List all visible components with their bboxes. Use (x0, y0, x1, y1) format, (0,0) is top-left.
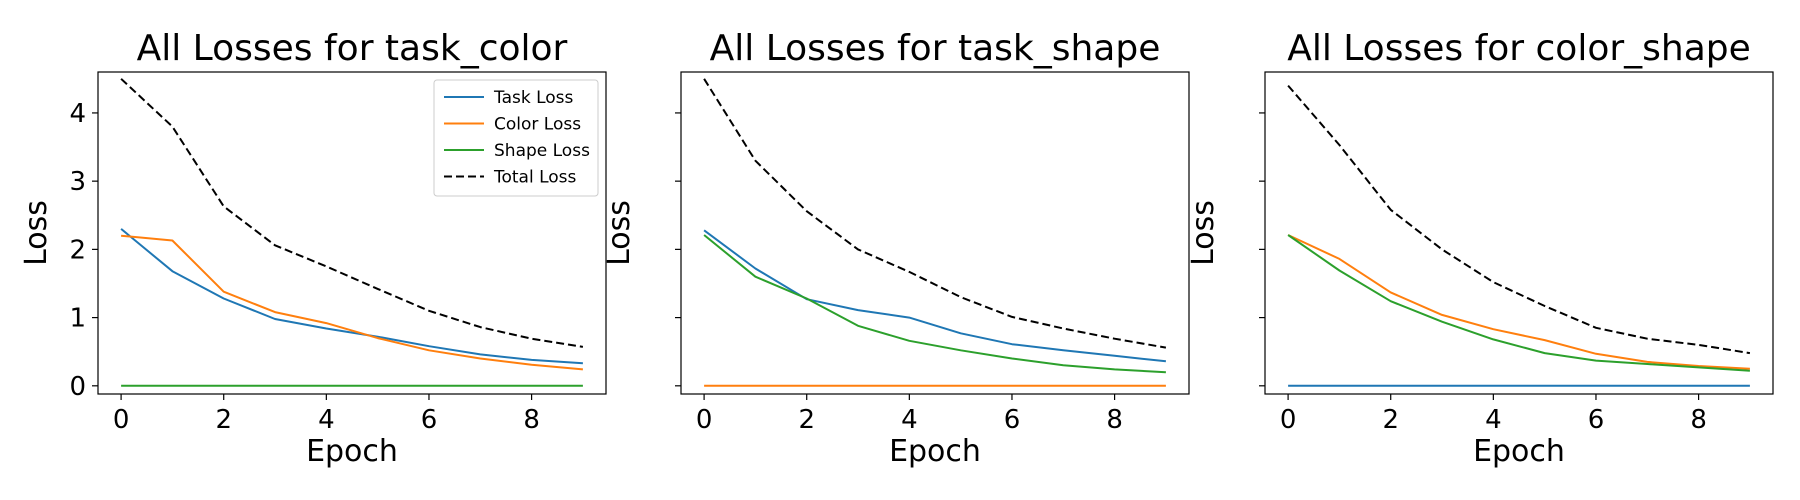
y-tick-label: 2 (69, 235, 86, 265)
x-tick-label: 2 (215, 405, 232, 435)
x-tick-label: 4 (318, 405, 335, 435)
legend: Task Loss Color Loss Shape Loss Total Loss (433, 79, 599, 197)
x-axis-label: Epoch (1473, 434, 1565, 469)
x-tick-label: 8 (1690, 405, 1707, 435)
legend-label: Total Loss (493, 168, 577, 188)
series-line-total-loss (120, 78, 584, 348)
x-tick-label: 6 (421, 405, 438, 435)
series-line-shape-loss (1287, 234, 1750, 372)
series-line-color-loss (1287, 234, 1750, 370)
y-tick-label: 0 (69, 372, 86, 402)
x-tick-label: 0 (113, 405, 130, 435)
x-axis-label: Epoch (306, 434, 398, 469)
plot-frame (680, 71, 1190, 395)
x-tick-label: 8 (1106, 405, 1123, 435)
x-tick-label: 6 (1004, 405, 1021, 435)
chart-panel-3: 0 2 4 6 8 All Losses for color_shape Epoch Loss (1186, 28, 1774, 469)
x-tick-label: 6 (1588, 405, 1605, 435)
legend-box (433, 79, 599, 197)
series-line-task-loss (120, 228, 583, 365)
plot-frame (1264, 71, 1774, 395)
x-axis-label: Epoch (889, 434, 981, 469)
legend-label: Color Loss (494, 115, 581, 135)
series-line-total-loss (1287, 84, 1751, 355)
legend-label: Shape Loss (494, 141, 590, 161)
y-tick-label: 1 (69, 304, 86, 334)
chart-panel-2: 0 2 4 6 8 All Losses for task_shape Epoch Loss (602, 28, 1190, 469)
chart-title: All Losses for task_shape (710, 28, 1161, 69)
series-line-task-loss (703, 229, 1167, 363)
x-tick-label: 0 (1280, 405, 1297, 435)
y-axis-label: Loss (602, 200, 637, 266)
y-axis-label: Loss (1186, 200, 1221, 266)
x-tick-label: 2 (798, 405, 815, 435)
x-tick-label: 4 (901, 405, 918, 435)
chart-title: All Losses for color_shape (1287, 28, 1751, 69)
y-tick-label: 4 (69, 99, 86, 129)
series-line-color-loss (121, 234, 583, 371)
plot-frame (97, 71, 607, 395)
series-line-shape-loss (703, 234, 1166, 374)
x-tick-label: 0 (696, 405, 713, 435)
series-line-total-loss (703, 78, 1167, 349)
y-axis-label: Loss (19, 200, 54, 266)
legend-label: Task Loss (493, 88, 574, 108)
x-tick-label: 2 (1382, 405, 1399, 435)
chart-panel-1: 0 2 4 6 8 0 1 2 3 4 All Losses for task_color Epoch… (19, 28, 607, 469)
x-tick-label: 4 (1485, 405, 1502, 435)
y-tick-label: 3 (69, 167, 86, 197)
chart-title: All Losses for task_color (137, 28, 568, 69)
x-tick-label: 8 (523, 405, 540, 435)
